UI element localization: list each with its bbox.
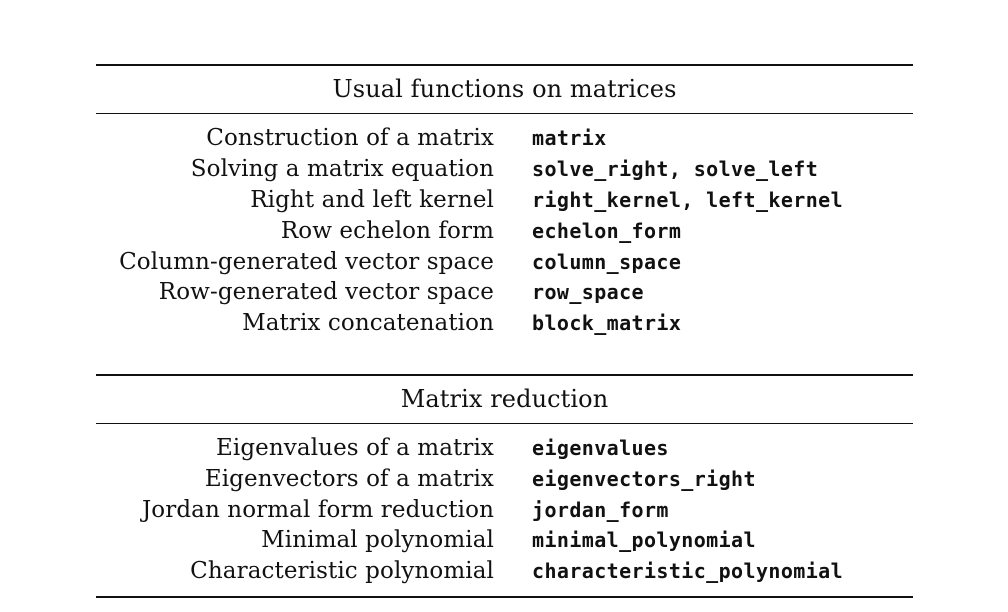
row-function: eigenvectors_right [532,466,756,491]
table-body: Eigenvalues of a matrix eigenvalues Eige… [96,424,913,596]
section-title: Matrix reduction [400,384,609,413]
row-function: eigenvalues [532,435,669,460]
row-function: block_matrix [532,311,682,336]
row-function: jordan_form [532,497,669,522]
row-description: Solving a matrix equation [190,156,494,183]
matrix-functions-table: Usual functions on matrices Construction… [96,64,913,598]
header-rule [96,113,913,114]
table-row: Construction of a matrix matrix [96,123,913,154]
row-description: Row echelon form [280,217,494,244]
row-function: right_kernel, left_kernel [532,187,844,212]
row-function: solve_right, solve_left [532,157,819,182]
table-row: Characteristic polynomial characteristic… [96,556,913,587]
table-body: Construction of a matrix matrix Solving … [96,114,913,348]
table-row: Right and left kernel right_kernel, left… [96,185,913,216]
row-function: matrix [532,126,607,151]
row-description: Minimal polynomial [261,527,494,554]
row-description: Matrix concatenation [242,310,494,337]
top-rule [96,373,913,376]
table-row: Solving a matrix equation solve_right, s… [96,154,913,185]
table-row: Eigenvalues of a matrix eigenvalues [96,433,913,464]
row-function: row_space [532,280,644,305]
row-function: characteristic_polynomial [532,559,844,584]
section-usual-functions: Usual functions on matrices Construction… [96,64,913,348]
table-row: Minimal polynomial minimal_polynomial [96,525,913,556]
table-row: Eigenvectors of a matrix eigenvectors_ri… [96,463,913,494]
row-function: minimal_polynomial [532,528,756,553]
section-matrix-reduction: Matrix reduction Eigenvalues of a matrix… [96,373,913,598]
section-title: Usual functions on matrices [332,75,677,103]
row-function: column_space [532,249,682,274]
table-row: Column-generated vector space column_spa… [96,246,913,277]
bottom-rule [96,595,913,598]
table-row: Matrix concatenation block_matrix [96,308,913,339]
row-description: Jordan normal form reduction [141,496,494,523]
row-description: Characteristic polynomial [190,558,494,585]
row-description: Construction of a matrix [206,125,494,152]
row-description: Eigenvectors of a matrix [204,465,494,492]
row-function: echelon_form [532,218,682,243]
table-row: Row echelon form echelon_form [96,215,913,246]
table-row: Jordan normal form reduction jordan_form [96,494,913,525]
top-rule [96,64,913,66]
row-description: Eigenvalues of a matrix [216,434,494,461]
header-rule [96,422,913,424]
row-description: Row-generated vector space [158,279,494,306]
row-description: Column-generated vector space [119,248,494,275]
table-row: Row-generated vector space row_space [96,277,913,308]
row-description: Right and left kernel [250,186,494,213]
